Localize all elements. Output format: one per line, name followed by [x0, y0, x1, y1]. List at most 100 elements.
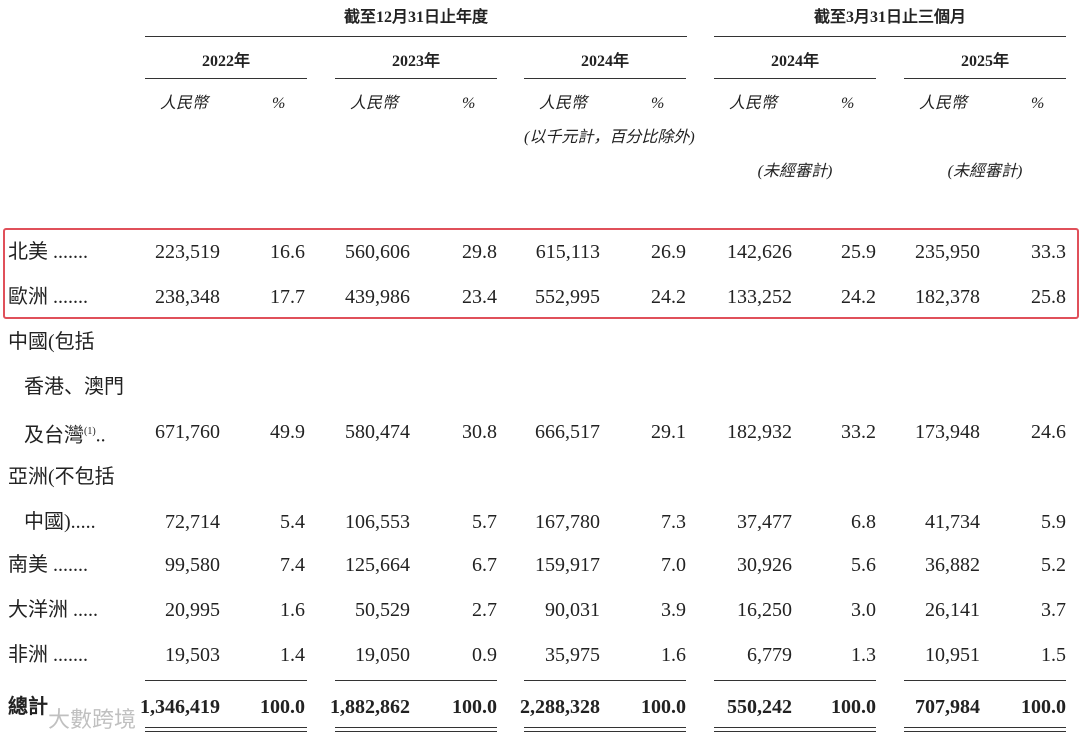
cell-value: 1,882,862: [330, 696, 410, 718]
cell-value: 182,932: [727, 421, 792, 443]
percent-header: %: [1031, 95, 1045, 112]
subtotal-rule: [524, 680, 686, 681]
year-header: 2025年: [960, 53, 1009, 70]
cell-value: 552,995: [535, 286, 600, 308]
currency-header: 人民幣: [539, 95, 588, 112]
cell-value: 25.9: [841, 241, 876, 263]
row-label: 南美 .......: [8, 554, 88, 576]
year-header: 2024年: [580, 53, 629, 70]
row-label: 總計: [8, 696, 48, 718]
cell-value: 20,995: [165, 599, 220, 621]
cell-value: 24.6: [1031, 421, 1066, 443]
watermark: 大數跨境: [48, 707, 137, 732]
cell-value: 223,519: [155, 241, 220, 263]
cell-value: 16,250: [737, 599, 792, 621]
year-rule: [904, 78, 1066, 79]
cell-value: 125,664: [345, 554, 410, 576]
cell-value: 159,917: [535, 554, 600, 576]
subtotal-rule: [904, 680, 1066, 681]
cell-value: 167,780: [535, 511, 600, 533]
total-rule: [904, 727, 1066, 728]
cell-value: 6,779: [747, 644, 792, 666]
cell-value: 7.3: [661, 511, 686, 533]
year-header: 2022年: [201, 53, 250, 70]
cell-value: 17.7: [270, 286, 305, 308]
cell-value: 100.0: [831, 696, 876, 718]
cell-value: 6.7: [472, 554, 497, 576]
header-rule: [714, 36, 1066, 37]
percent-header: %: [272, 95, 286, 112]
total-rule: [524, 727, 686, 728]
cell-value: 50,529: [355, 599, 410, 621]
cell-value: 35,975: [545, 644, 600, 666]
cell-value: 666,517: [535, 421, 600, 443]
cell-value: 5.7: [472, 511, 497, 533]
header-rule: [145, 36, 687, 37]
cell-value: 5.9: [1041, 511, 1066, 533]
cell-value: 29.1: [651, 421, 686, 443]
subtotal-rule: [714, 680, 876, 681]
cell-value: 24.2: [841, 286, 876, 308]
year-header: 2023年: [391, 53, 440, 70]
cell-value: 100.0: [1021, 696, 1066, 718]
cell-value: 33.3: [1031, 241, 1066, 263]
row-label: 及台灣(1)..: [24, 424, 106, 447]
cell-value: 3.9: [661, 599, 686, 621]
cell-value: 238,348: [155, 286, 220, 308]
cell-value: 0.9: [472, 644, 497, 666]
unit-note: (以千元計，百分比除外): [524, 129, 695, 146]
cell-value: 173,948: [915, 421, 980, 443]
leader-dots: ..: [95, 424, 106, 447]
cell-value: 16.6: [270, 241, 305, 263]
cell-value: 5.6: [851, 554, 876, 576]
cell-value: 2.7: [472, 599, 497, 621]
cell-value: 6.8: [851, 511, 876, 533]
percent-header: %: [841, 95, 855, 112]
cell-value: 5.2: [1041, 554, 1066, 576]
row-label: 香港、澳門: [24, 376, 124, 398]
group-header: 截至3月31日止三個月: [813, 9, 966, 26]
year-rule: [714, 78, 876, 79]
currency-header: 人民幣: [729, 95, 778, 112]
cell-value: 10,951: [925, 644, 980, 666]
cell-value: 5.4: [280, 511, 305, 533]
cell-value: 24.2: [651, 286, 686, 308]
highlight-box: [3, 228, 1079, 319]
group-header: 截至12月31日止年度: [343, 9, 488, 26]
cell-value: 580,474: [345, 421, 410, 443]
total-rule: [714, 727, 876, 728]
total-rule: [904, 731, 1066, 732]
cell-value: 1.3: [851, 644, 876, 666]
cell-value: 25.8: [1031, 286, 1066, 308]
cell-value: 106,553: [345, 511, 410, 533]
row-label: 非洲 .......: [8, 644, 88, 666]
cell-value: 26,141: [925, 599, 980, 621]
cell-value: 100.0: [641, 696, 686, 718]
subtotal-rule: [145, 680, 307, 681]
row-label: 中國).....: [24, 511, 96, 533]
row-label: 亞洲(不包括: [8, 466, 115, 488]
cell-value: 1,346,419: [140, 696, 220, 718]
year-rule: [145, 78, 307, 79]
percent-header: %: [651, 95, 665, 112]
cell-value: 560,606: [345, 241, 410, 263]
cell-value: 30,926: [737, 554, 792, 576]
currency-header: 人民幣: [919, 95, 968, 112]
cell-value: 33.2: [841, 421, 876, 443]
total-rule: [335, 727, 497, 728]
cell-value: 235,950: [915, 241, 980, 263]
total-rule: [145, 727, 307, 728]
cell-value: 7.4: [280, 554, 305, 576]
cell-value: 707,984: [915, 696, 980, 718]
cell-value: 1.4: [280, 644, 305, 666]
cell-value: 182,378: [915, 286, 980, 308]
cell-value: 133,252: [727, 286, 792, 308]
percent-header: %: [462, 95, 476, 112]
cell-value: 1.6: [661, 644, 686, 666]
cell-value: 41,734: [925, 511, 980, 533]
total-rule: [145, 731, 307, 732]
year-rule: [335, 78, 497, 79]
total-rule: [335, 731, 497, 732]
cell-value: 1.5: [1041, 644, 1066, 666]
cell-value: 100.0: [452, 696, 497, 718]
